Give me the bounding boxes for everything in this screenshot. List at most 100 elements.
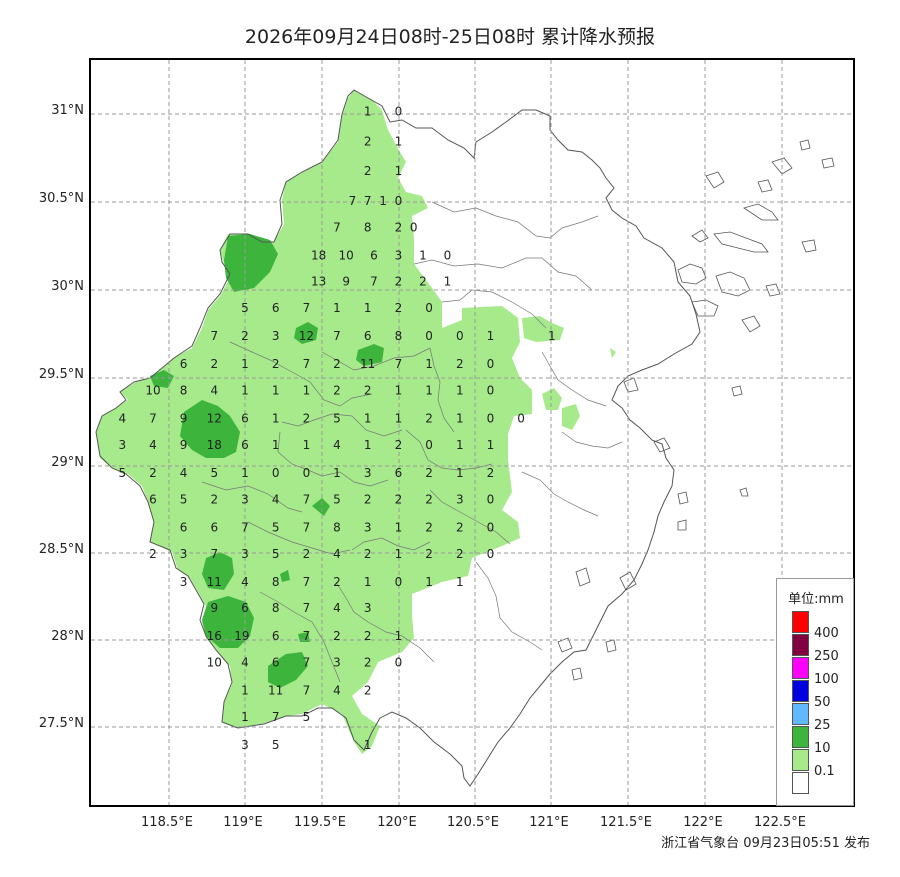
precip-value: 2 xyxy=(364,384,372,398)
precip-value: 1 xyxy=(395,547,403,561)
precip-value: 3 xyxy=(364,601,372,615)
precip-value: 7 xyxy=(210,329,218,343)
legend: 单位:mm 400 250 100 50 25 10 0.1 xyxy=(776,578,854,806)
precip-value: 1 xyxy=(241,357,249,371)
precip-value: 2 xyxy=(149,547,157,561)
precip-values: 1 02 12 17 7 1 07 8 2 018 10 6 3 1 013 9 7 2 2 15 6 7 1 1 2 07 2 3 1… xyxy=(118,105,555,753)
precip-value: 2 xyxy=(333,629,341,643)
precip-value: 7 xyxy=(370,275,378,289)
precip-value: 8 xyxy=(272,575,280,589)
precip-value: 2 xyxy=(272,357,280,371)
precip-value: 5 xyxy=(303,710,311,724)
legend-swatch xyxy=(792,772,809,794)
precip-value: 1 xyxy=(333,301,341,315)
precip-value: 6 xyxy=(241,412,249,426)
precip-value: 0 xyxy=(487,492,495,506)
precip-value: 0 xyxy=(517,412,525,426)
precip-value: 1 xyxy=(395,134,403,148)
precip-value: 2 xyxy=(425,466,433,480)
precip-value: 2 xyxy=(303,547,311,561)
precip-value: 4 xyxy=(210,384,218,398)
legend-label: 0.1 xyxy=(814,764,835,779)
precip-value: 9 xyxy=(180,438,188,452)
precip-value: 10 xyxy=(339,248,354,262)
precip-value: 7 xyxy=(349,194,357,208)
precip-value: 1 xyxy=(425,357,433,371)
precip-value: 5 xyxy=(272,547,280,561)
legend-swatch xyxy=(792,680,809,702)
lon-label: 121°E xyxy=(529,815,569,830)
precip-value: 8 xyxy=(333,520,341,534)
precip-value: 1 xyxy=(395,412,403,426)
publisher-note: 浙江省气象台 09月23日05:51 发布 xyxy=(661,836,870,851)
precip-value: 5 xyxy=(333,492,341,506)
precip-value: 2 xyxy=(364,629,372,643)
precip-value: 3 xyxy=(272,329,280,343)
lat-label: 27.5°N xyxy=(38,716,84,731)
precip-value: 6 xyxy=(395,466,403,480)
precip-value: 5 xyxy=(241,301,249,315)
legend-label: 100 xyxy=(814,672,839,687)
precip-value: 9 xyxy=(210,601,218,615)
precip-value: 1 xyxy=(303,384,311,398)
precip-value: 4 xyxy=(180,466,188,480)
precip-value: 0 xyxy=(395,105,403,119)
precip-value: 1 xyxy=(425,575,433,589)
precip-value: 1 xyxy=(364,438,372,452)
precip-value: 13 xyxy=(311,275,326,289)
precip-value: 1 xyxy=(456,412,464,426)
precip-value: 7 xyxy=(303,629,311,643)
precip-value: 3 xyxy=(180,575,188,589)
precip-value: 0 xyxy=(425,329,433,343)
precip-value: 2 xyxy=(303,412,311,426)
precip-value: 16 xyxy=(207,629,222,643)
precip-value: 2 xyxy=(456,547,464,561)
precip-value: 2 xyxy=(364,547,372,561)
precip-value: 1 xyxy=(456,466,464,480)
precip-value: 3 xyxy=(395,248,403,262)
legend-swatch xyxy=(792,726,809,748)
precip-value: 8 xyxy=(364,220,372,234)
precip-value: 7 xyxy=(364,194,372,208)
precip-value: 18 xyxy=(207,438,222,452)
precip-value: 1 xyxy=(444,275,452,289)
legend-title: 单位:mm xyxy=(788,592,844,607)
precip-value: 0 xyxy=(487,520,495,534)
precip-value: 18 xyxy=(311,248,326,262)
precip-value: 8 xyxy=(272,601,280,615)
precip-value: 1 xyxy=(395,164,403,178)
precip-value: 3 xyxy=(241,492,249,506)
precip-value: 8 xyxy=(180,384,188,398)
precip-value: 0 xyxy=(425,438,433,452)
precip-value: 4 xyxy=(241,656,249,670)
precip-value: 1 xyxy=(395,629,403,643)
precip-value: 2 xyxy=(395,301,403,315)
precip-value: 2 xyxy=(333,384,341,398)
map-area: 1 0 2 1 2 1 7 7 1 0 7 8 2 0 18 10 6 3 1 0 13 9 7 2 2 1 5 6 7 1 1 2 0 7 2 3 1… xyxy=(89,58,855,807)
precip-value: 2 xyxy=(149,466,157,480)
precip-value: 2 xyxy=(210,357,218,371)
lat-label: 28.5°N xyxy=(38,542,84,557)
precip-value: 1 xyxy=(364,575,372,589)
precip-value: 2 xyxy=(425,492,433,506)
precip-value: 7 xyxy=(303,601,311,615)
precip-value: 1 xyxy=(548,329,556,343)
lon-label: 119.5°E xyxy=(294,815,346,830)
precip-value: 7 xyxy=(149,412,157,426)
precip-value: 2 xyxy=(364,164,372,178)
precip-value: 0 xyxy=(487,412,495,426)
precip-value: 2 xyxy=(364,656,372,670)
precip-value: 7 xyxy=(333,220,341,234)
precip-value: 2 xyxy=(210,492,218,506)
precip-value: 2 xyxy=(456,357,464,371)
precip-value: 1 xyxy=(364,105,372,119)
precip-value: 3 xyxy=(180,547,188,561)
lat-label: 30°N xyxy=(51,279,84,294)
legend-label: 400 xyxy=(814,626,839,641)
precip-value: 1 xyxy=(333,466,341,480)
precip-value: 4 xyxy=(333,438,341,452)
precip-value: 1 xyxy=(419,248,427,262)
precip-value: 4 xyxy=(149,438,157,452)
precip-value: 4 xyxy=(118,412,126,426)
lon-label: 120.5°E xyxy=(447,815,499,830)
